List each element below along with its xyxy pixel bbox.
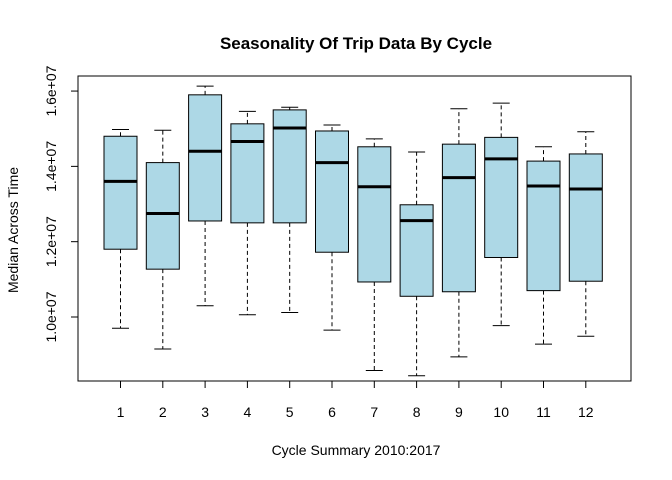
y-axis: 1.0e+07 1.2e+07 1.4e+07 1.6e+07: [43, 65, 79, 342]
y-tick-label: 1.6e+07: [43, 65, 59, 116]
x-tick-label: 10: [493, 404, 509, 420]
y-tick-label: 1.0e+07: [43, 291, 59, 342]
iqr-box: [441, 143, 476, 293]
x-tick-label: 11: [536, 404, 551, 420]
x-tick-label: 6: [328, 404, 336, 420]
iqr-box: [230, 123, 265, 224]
iqr-box: [568, 153, 603, 282]
iqr-box: [484, 136, 519, 258]
boxes-layer: [103, 85, 603, 377]
box-1: [103, 128, 138, 329]
x-tick-label: 9: [455, 404, 463, 420]
x-axis: 1 2 3 4 5 6 7 8 9 10 11 12: [117, 380, 594, 420]
box-3: [188, 85, 223, 307]
iqr-box: [103, 135, 138, 250]
x-tick-label: 8: [413, 404, 421, 420]
iqr-box: [315, 130, 349, 253]
box-10: [484, 102, 519, 327]
box-12: [568, 131, 603, 337]
x-tick-label: 4: [244, 404, 252, 420]
box-2: [145, 129, 180, 350]
x-tick-label: 2: [159, 404, 167, 420]
x-tick-label: 1: [117, 404, 125, 420]
iqr-box: [526, 160, 561, 292]
y-tick-label: 1.4e+07: [43, 141, 59, 192]
x-tick-label: 5: [286, 404, 294, 420]
box-8: [399, 151, 434, 377]
x-axis-label: Cycle Summary 2010:2017: [272, 442, 441, 458]
box-5: [272, 106, 307, 313]
iqr-box: [357, 146, 392, 283]
iqr-box: [145, 162, 180, 270]
box-6: [315, 124, 349, 331]
x-tick-label: 12: [578, 404, 594, 420]
y-axis-label: Median Across Time: [5, 167, 21, 293]
box-11: [526, 146, 561, 345]
iqr-box: [188, 94, 223, 222]
x-tick-label: 7: [370, 404, 378, 420]
box-4: [230, 110, 265, 316]
box-7: [357, 138, 392, 371]
x-tick-label: 3: [201, 404, 209, 420]
box-9: [441, 108, 476, 358]
chart-title: Seasonality Of Trip Data By Cycle: [220, 34, 492, 53]
iqr-box: [399, 204, 434, 297]
y-tick-label: 1.2e+07: [43, 216, 59, 267]
